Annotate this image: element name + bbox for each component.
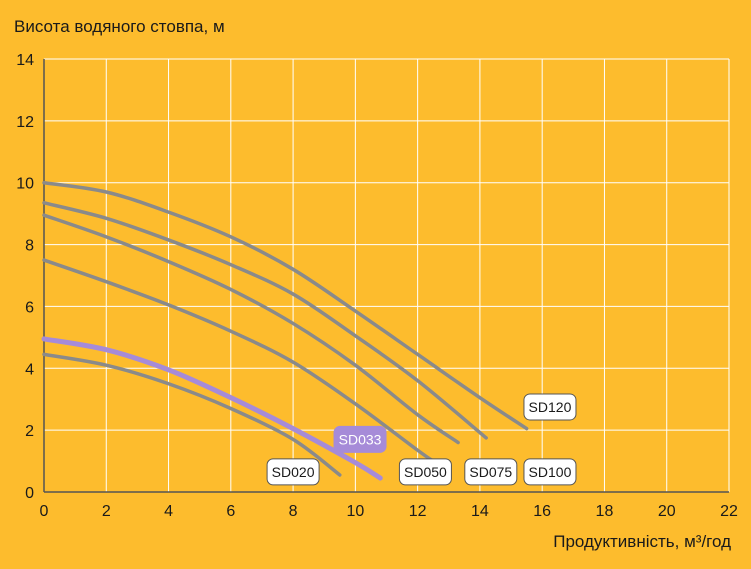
y-tick-label: 2	[25, 423, 34, 440]
series-label-box	[266, 458, 320, 486]
y-axis-title: Висота водяного стовпа, м	[14, 17, 225, 36]
y-tick-label: 12	[16, 114, 34, 131]
series-line-sd050	[42, 258, 435, 463]
x-tick-label: 10	[346, 503, 364, 520]
series-label-text: SD120	[529, 399, 572, 415]
series-label-text: SD033	[339, 431, 382, 447]
y-tick-label: 6	[25, 299, 34, 316]
series-line-sd020	[42, 352, 342, 477]
y-tick-label: 0	[25, 485, 34, 502]
series-line-sd120	[42, 180, 529, 431]
axes: 0 2 4 6 8 10 12 14 16 18 20 22 0 2 4 6 8 10 12 14	[16, 52, 738, 520]
x-tick-label: 8	[289, 503, 298, 520]
series-label-box	[523, 393, 577, 421]
series-line-sd100	[42, 201, 488, 440]
series-label-text: SD100	[529, 464, 572, 480]
series-label-box	[523, 458, 577, 486]
series-label-sd100: SD100	[523, 458, 577, 486]
series-label-box	[398, 458, 452, 486]
x-tick-label: 12	[409, 503, 427, 520]
series-label-sd120: SD120	[523, 393, 577, 421]
grid	[44, 58, 730, 492]
series-label-text: SD020	[272, 464, 315, 480]
x-tick-label: 2	[102, 503, 111, 520]
x-tick-label: 4	[164, 503, 173, 520]
y-tick-label: 10	[16, 176, 34, 193]
series-label-sd075: SD075	[464, 458, 518, 486]
y-tick-label: 4	[25, 361, 34, 378]
x-tick-label: 14	[471, 503, 489, 520]
y-tick-label: 8	[25, 238, 34, 255]
series-label-sd033: SD033	[333, 425, 387, 453]
x-tick-label: 6	[226, 503, 235, 520]
x-tick-label: 22	[720, 503, 738, 520]
y-tick-label: 14	[16, 52, 34, 69]
x-tick-label: 18	[596, 503, 614, 520]
series-label-text: SD050	[404, 464, 447, 480]
x-tick-label: 16	[533, 503, 551, 520]
series-line-sd033	[41, 336, 383, 481]
x-axis-title: Продуктивність, м³/год	[553, 532, 731, 551]
x-tick-label: 0	[40, 503, 49, 520]
series-label-text: SD075	[469, 464, 512, 480]
series-label-box	[333, 425, 387, 453]
x-tick-label: 20	[658, 503, 676, 520]
series-lines	[41, 180, 529, 481]
series-line-sd075	[42, 213, 460, 445]
series-label-sd050: SD050	[398, 458, 452, 486]
series-labels: SD020 SD033 SD050 SD075 SD100 SD120	[266, 393, 577, 486]
series-label-box	[464, 458, 518, 486]
series-label-sd020: SD020	[266, 458, 320, 486]
